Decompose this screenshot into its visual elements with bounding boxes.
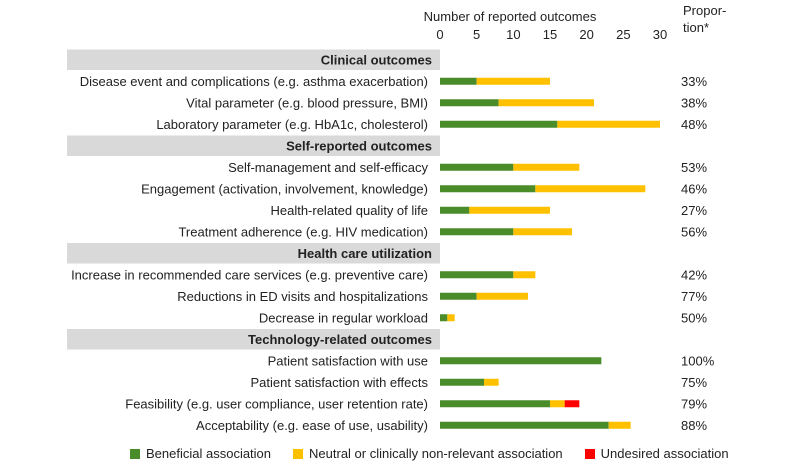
bar-segment-beneficial: [440, 99, 499, 107]
bar-segment-neutral: [550, 400, 565, 408]
bar-segment-beneficial: [440, 357, 602, 365]
legend-swatch-neutral: [293, 448, 304, 459]
proportion-value: 27%: [681, 203, 707, 218]
bar-segment-neutral: [608, 421, 631, 429]
bar-segment-neutral: [447, 314, 455, 322]
bar-segment-beneficial: [440, 314, 448, 322]
group-header-2: Health care utilization: [298, 246, 432, 261]
bar-segment-beneficial: [440, 378, 484, 386]
bar-segment-neutral: [498, 99, 594, 107]
legend-swatch-undesired: [584, 448, 595, 459]
legend-item-beneficial: Beneficial association: [130, 446, 271, 461]
bar-segment-beneficial: [440, 292, 477, 300]
legend-swatch-beneficial: [130, 448, 140, 459]
proportion-value: 79%: [681, 396, 707, 411]
row-label: Reductions in ED visits and hospitalizat…: [177, 289, 428, 304]
bar-segment-neutral: [535, 185, 646, 193]
legend-item-neutral: Neutral or clinically non-relevant assoc…: [293, 446, 563, 461]
row-label: Laboratory parameter (e.g. HbA1c, choles…: [156, 117, 428, 132]
bar-segment-neutral: [484, 378, 499, 386]
row-label: Disease event and complications (e.g. as…: [80, 74, 428, 89]
bar-segment-beneficial: [440, 206, 470, 214]
bar-segment-neutral: [476, 292, 528, 300]
proportion-value: 33%: [681, 74, 707, 89]
row-label: Decrease in regular workload: [259, 310, 428, 325]
proportion-value: 75%: [681, 375, 707, 390]
group-header-band-3: [67, 329, 440, 350]
bar-segment-beneficial: [440, 271, 514, 279]
row-label: Self-management and self-efficacy: [228, 160, 428, 175]
proportion-value: 48%: [681, 117, 707, 132]
bar-segment-neutral: [513, 228, 572, 236]
x-tick-label-3: 15: [543, 27, 557, 42]
x-tick-label-5: 25: [616, 27, 630, 42]
row-label: Treatment adherence (e.g. HIV medication…: [178, 224, 428, 239]
outcomes-chart: Number of reported outcomes Propor-tion* 0…: [67, 3, 726, 433]
bar-segment-undesired: [564, 400, 580, 408]
proportion-value: 56%: [681, 224, 707, 239]
proportion-value: 88%: [681, 418, 707, 433]
proportion-header-line1: Propor-: [683, 3, 726, 18]
x-tick-label-4: 20: [579, 27, 593, 42]
group-header-band-2: [67, 243, 440, 264]
bar-segment-beneficial: [440, 185, 536, 193]
row-label: Patient satisfaction with use: [268, 353, 428, 368]
legend: Beneficial association Neutral or clinic…: [130, 446, 751, 461]
proportion-value: 38%: [681, 95, 707, 110]
bar-segment-beneficial: [440, 120, 558, 128]
row-label: Health-related quality of life: [270, 203, 428, 218]
proportion-value: 50%: [681, 310, 707, 325]
bar-segment-beneficial: [440, 228, 514, 236]
group-header-band-0: [67, 49, 440, 70]
bar-segment-neutral: [513, 163, 580, 171]
group-header-3: Technology-related outcomes: [248, 332, 432, 347]
proportion-value: 42%: [681, 267, 707, 282]
row-label: Patient satisfaction with effects: [250, 375, 428, 390]
legend-label-beneficial: Beneficial association: [146, 446, 272, 461]
proportion-value: 53%: [681, 160, 707, 175]
proportion-value: 77%: [681, 289, 707, 304]
x-tick-label-0: 0: [436, 27, 443, 42]
bar-segment-beneficial: [440, 163, 514, 171]
proportion-value: 100%: [681, 353, 715, 368]
legend-item-undesired: Undesired association: [584, 446, 729, 461]
row-label: Feasibility (e.g. user compliance, user …: [125, 396, 428, 411]
bar-segment-beneficial: [440, 421, 609, 429]
row-label: Vital parameter (e.g. blood pressure, BM…: [186, 95, 428, 110]
group-header-0: Clinical outcomes: [321, 53, 432, 68]
legend-label-neutral: Neutral or clinically non-relevant assoc…: [309, 446, 563, 461]
x-tick-label-6: 30: [653, 27, 667, 42]
bar-segment-neutral: [513, 271, 536, 279]
bar-segment-beneficial: [440, 400, 550, 408]
bar-segment-neutral: [557, 120, 660, 128]
row-label: Engagement (activation, involvement, kno…: [141, 181, 428, 196]
row-label: Increase in recommended care services (e…: [71, 267, 428, 282]
legend-label-undesired: Undesired association: [600, 446, 729, 461]
x-tick-label-2: 10: [506, 27, 520, 42]
proportion-header-line2: tion*: [683, 20, 709, 35]
group-header-1: Self-reported outcomes: [286, 139, 432, 154]
x-tick-label-1: 5: [473, 27, 480, 42]
bar-segment-neutral: [476, 77, 550, 85]
chart-title: Number of reported outcomes: [424, 9, 597, 24]
group-header-band-1: [67, 135, 440, 156]
bar-segment-neutral: [469, 206, 550, 214]
proportion-value: 46%: [681, 181, 707, 196]
row-label: Acceptability (e.g. ease of use, usabili…: [196, 418, 428, 433]
bar-segment-beneficial: [440, 77, 477, 85]
